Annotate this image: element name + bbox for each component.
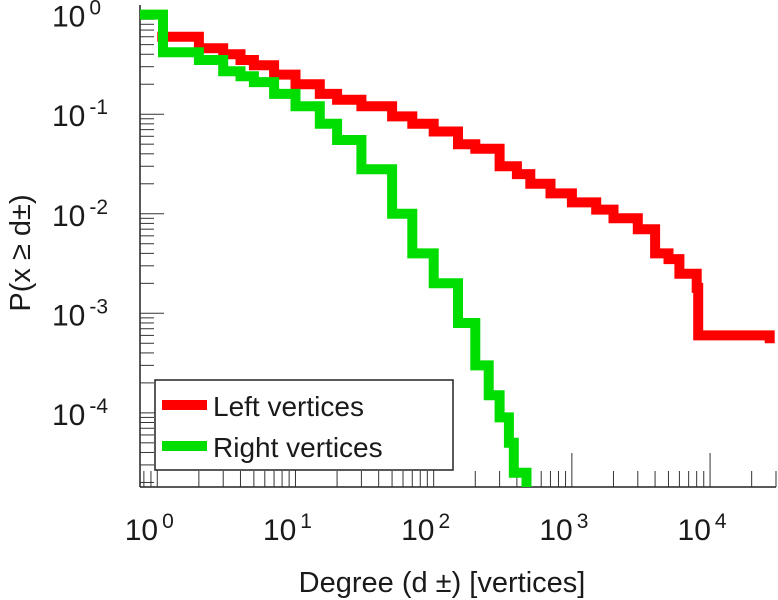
legend-box: [154, 379, 454, 471]
y-tick-label: 10 0: [52, 0, 101, 34]
y-tick-label: 10 -3: [52, 295, 108, 332]
y-tick-label: 10 -1: [52, 96, 108, 133]
y-tick-label: 10 -4: [52, 395, 108, 432]
x-tick-label: 10 2: [401, 510, 450, 547]
x-axis-label: Degree (d ±) [vertices]: [299, 567, 586, 599]
y-axis-label: P(x ≥ d±): [5, 194, 37, 311]
x-tick-label: 10 0: [125, 510, 174, 547]
x-tick-labels: 10 0 10 1 10 2 10 3 10 4: [125, 510, 727, 547]
y-tick-label: 10 -2: [52, 196, 108, 233]
series-line-right-vertices: [140, 9, 532, 487]
x-tick-label: 10 3: [539, 510, 588, 547]
x-tick-label: 10 4: [678, 510, 727, 547]
legend: Left vertices Right vertices: [154, 379, 454, 471]
series-line-left-vertices: [157, 31, 775, 344]
legend-label-right-vertices: Right vertices: [213, 432, 383, 463]
legend-label-left-vertices: Left vertices: [213, 391, 364, 422]
series-layer: [140, 9, 775, 487]
x-tick-label: 10 1: [263, 510, 312, 547]
